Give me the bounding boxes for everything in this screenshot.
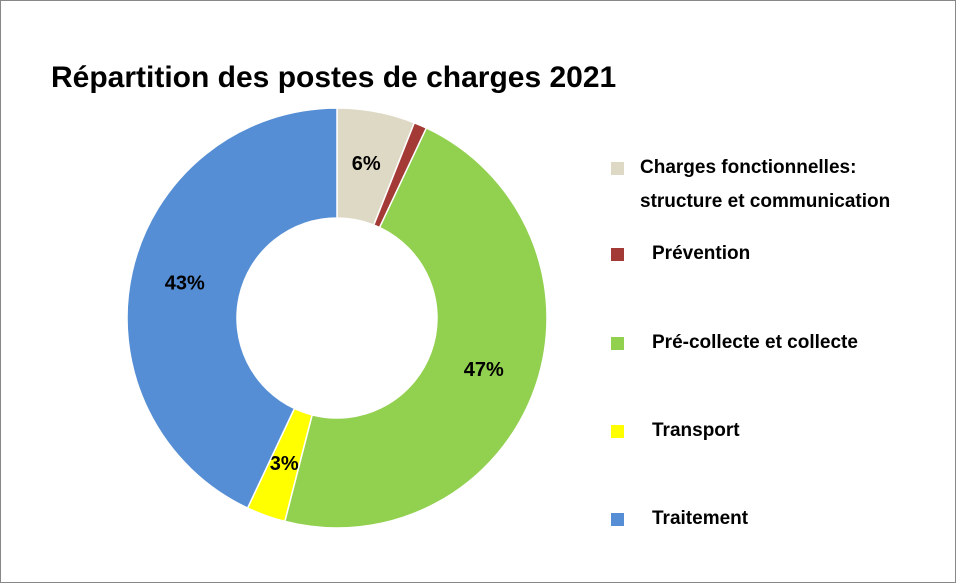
legend-item: Charges fonctionnelles: structure et com… [611,151,940,219]
legend-item: Transport [611,414,952,448]
legend-label: Charges fonctionnelles: structure et com… [640,157,891,212]
data-label: 43% [165,272,205,294]
data-label: 47% [464,359,504,381]
legend-label: Prévention [652,243,751,264]
legend-swatch [611,248,624,261]
legend-swatch [611,337,624,350]
data-label: 3% [270,453,299,475]
legend-swatch [611,513,624,526]
chart-title: Répartition des postes de charges 2021 [51,61,616,94]
legend-item: Pré-collecte et collecte [611,326,952,360]
legend-item: Prévention [611,237,952,271]
legend-label: Transport [652,420,740,441]
donut-slice [126,107,338,510]
legend-item: Traitement [611,502,952,536]
legend-swatch [611,162,624,175]
data-label: 6% [352,153,381,175]
donut-slice [283,126,548,529]
legend-label: Pré-collecte et collecte [652,332,858,353]
legend-swatch [611,425,624,438]
legend-label: Traitement [652,508,749,529]
